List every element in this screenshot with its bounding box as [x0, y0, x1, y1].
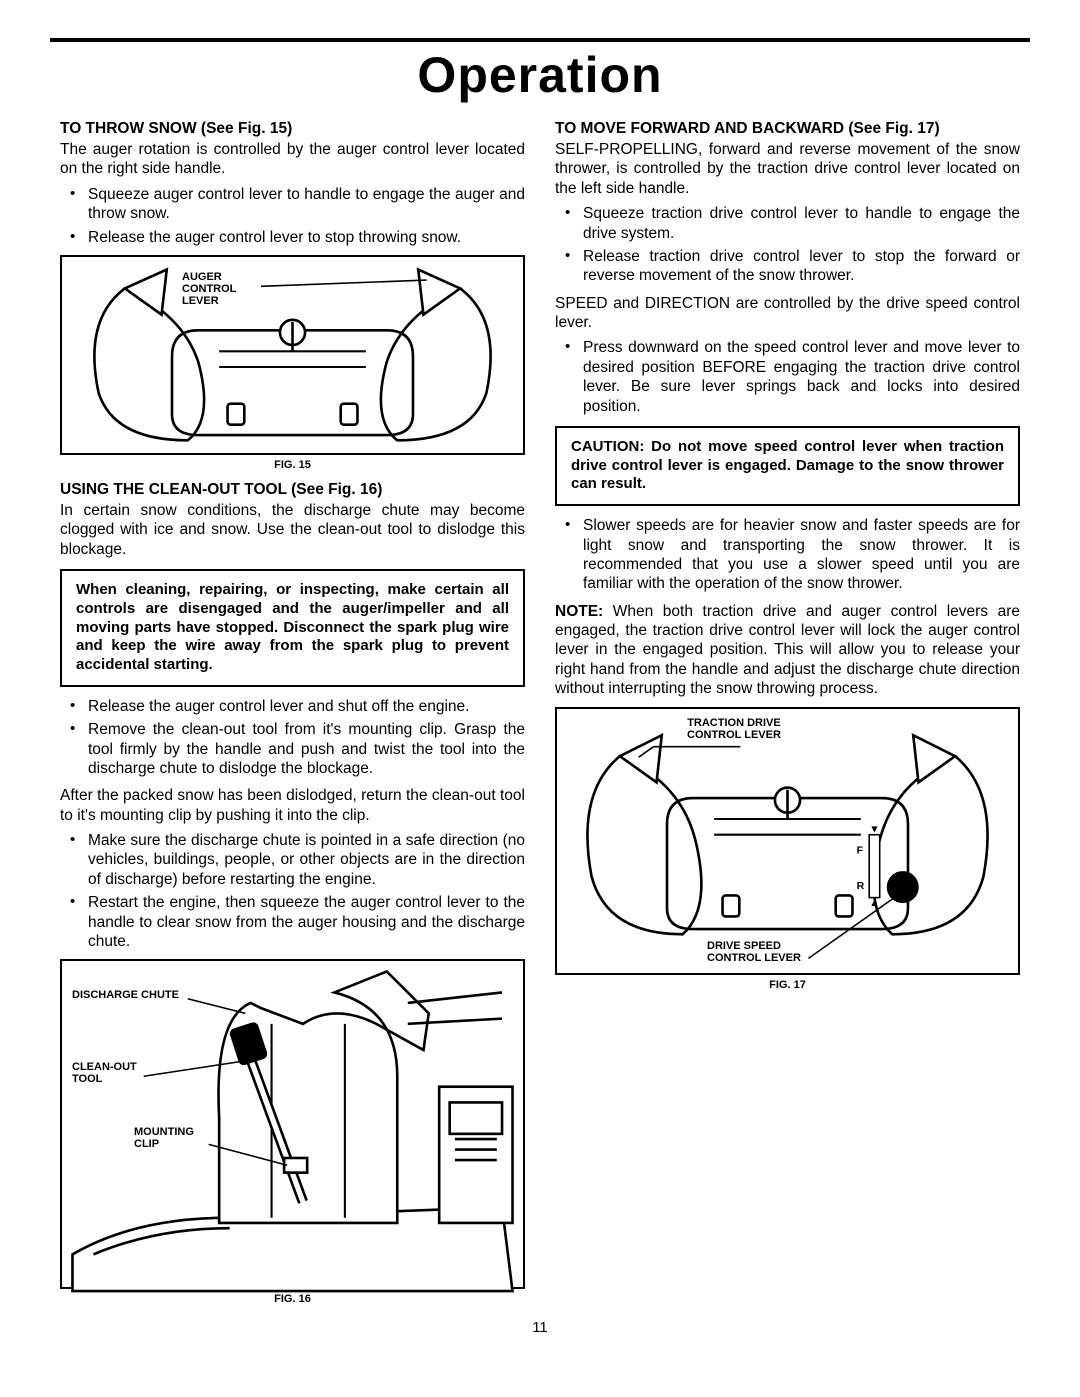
- fig15-caption: FIG. 15: [60, 459, 525, 471]
- list-item: Slower speeds are for heavier snow and f…: [555, 516, 1020, 594]
- note-para: NOTE: When both traction drive and auger…: [555, 602, 1020, 699]
- warning-text: When cleaning, repairing, or inspecting,…: [76, 581, 509, 675]
- list-move-b: Press downward on the speed control leve…: [555, 338, 1020, 416]
- para-move-intro: SELF-PROPELLING, forward and reverse mov…: [555, 140, 1020, 198]
- caution-box-speed: CAUTION: Do not move speed control lever…: [555, 426, 1020, 506]
- list-throw: Squeeze auger control lever to handle to…: [60, 185, 525, 247]
- fig16-diagram: [62, 961, 523, 1296]
- para-cleanout-mid: After the packed snow has been dislodged…: [60, 786, 525, 825]
- fig15-diagram: [62, 257, 523, 456]
- fig17-diagram: F R: [557, 709, 1018, 981]
- list-cleanout-a: Release the auger control lever and shut…: [60, 697, 525, 779]
- heading-cleanout: USING THE CLEAN-OUT TOOL (See Fig. 16): [60, 481, 525, 499]
- list-cleanout-b: Make sure the discharge chute is pointed…: [60, 831, 525, 951]
- left-column: TO THROW SNOW (See Fig. 15) The auger ro…: [60, 114, 525, 1315]
- warning-box-cleanout: When cleaning, repairing, or inspecting,…: [60, 569, 525, 687]
- list-item: Squeeze traction drive control lever to …: [555, 204, 1020, 243]
- list-item: Release traction drive control lever to …: [555, 247, 1020, 286]
- figure-16: DISCHARGE CHUTE CLEAN-OUT TOOL MOUNTING …: [60, 959, 525, 1289]
- svg-text:F: F: [857, 845, 864, 856]
- content-columns: TO THROW SNOW (See Fig. 15) The auger ro…: [50, 114, 1030, 1315]
- list-item: Restart the engine, then squeeze the aug…: [60, 893, 525, 951]
- list-item: Remove the clean-out tool from it's moun…: [60, 720, 525, 778]
- note-label: NOTE:: [555, 603, 603, 620]
- heading-throw-snow: TO THROW SNOW (See Fig. 15): [60, 120, 525, 138]
- list-item: Press downward on the speed control leve…: [555, 338, 1020, 416]
- page-title: Operation: [50, 42, 1030, 114]
- list-item: Make sure the discharge chute is pointed…: [60, 831, 525, 889]
- para-cleanout-intro: In certain snow conditions, the discharg…: [60, 501, 525, 559]
- svg-text:R: R: [857, 881, 865, 892]
- figure-17: TRACTION DRIVE CONTROL LEVER DRIVE SPEED…: [555, 707, 1020, 975]
- list-item: Release the auger control lever to stop …: [60, 228, 525, 247]
- list-item: Squeeze auger control lever to handle to…: [60, 185, 525, 224]
- para-move-mid: SPEED and DIRECTION are controlled by th…: [555, 294, 1020, 333]
- note-text: When both traction drive and auger contr…: [555, 603, 1020, 698]
- figure-15: AUGER CONTROL LEVER: [60, 255, 525, 455]
- para-throw-intro: The auger rotation is controlled by the …: [60, 140, 525, 179]
- page-number: 11: [50, 1319, 1030, 1336]
- heading-move: TO MOVE FORWARD AND BACKWARD (See Fig. 1…: [555, 120, 1020, 138]
- right-column: TO MOVE FORWARD AND BACKWARD (See Fig. 1…: [555, 114, 1020, 1315]
- list-item: Release the auger control lever and shut…: [60, 697, 525, 716]
- caution-text: CAUTION: Do not move speed control lever…: [571, 438, 1004, 494]
- list-move-a: Squeeze traction drive control lever to …: [555, 204, 1020, 286]
- list-move-c: Slower speeds are for heavier snow and f…: [555, 516, 1020, 594]
